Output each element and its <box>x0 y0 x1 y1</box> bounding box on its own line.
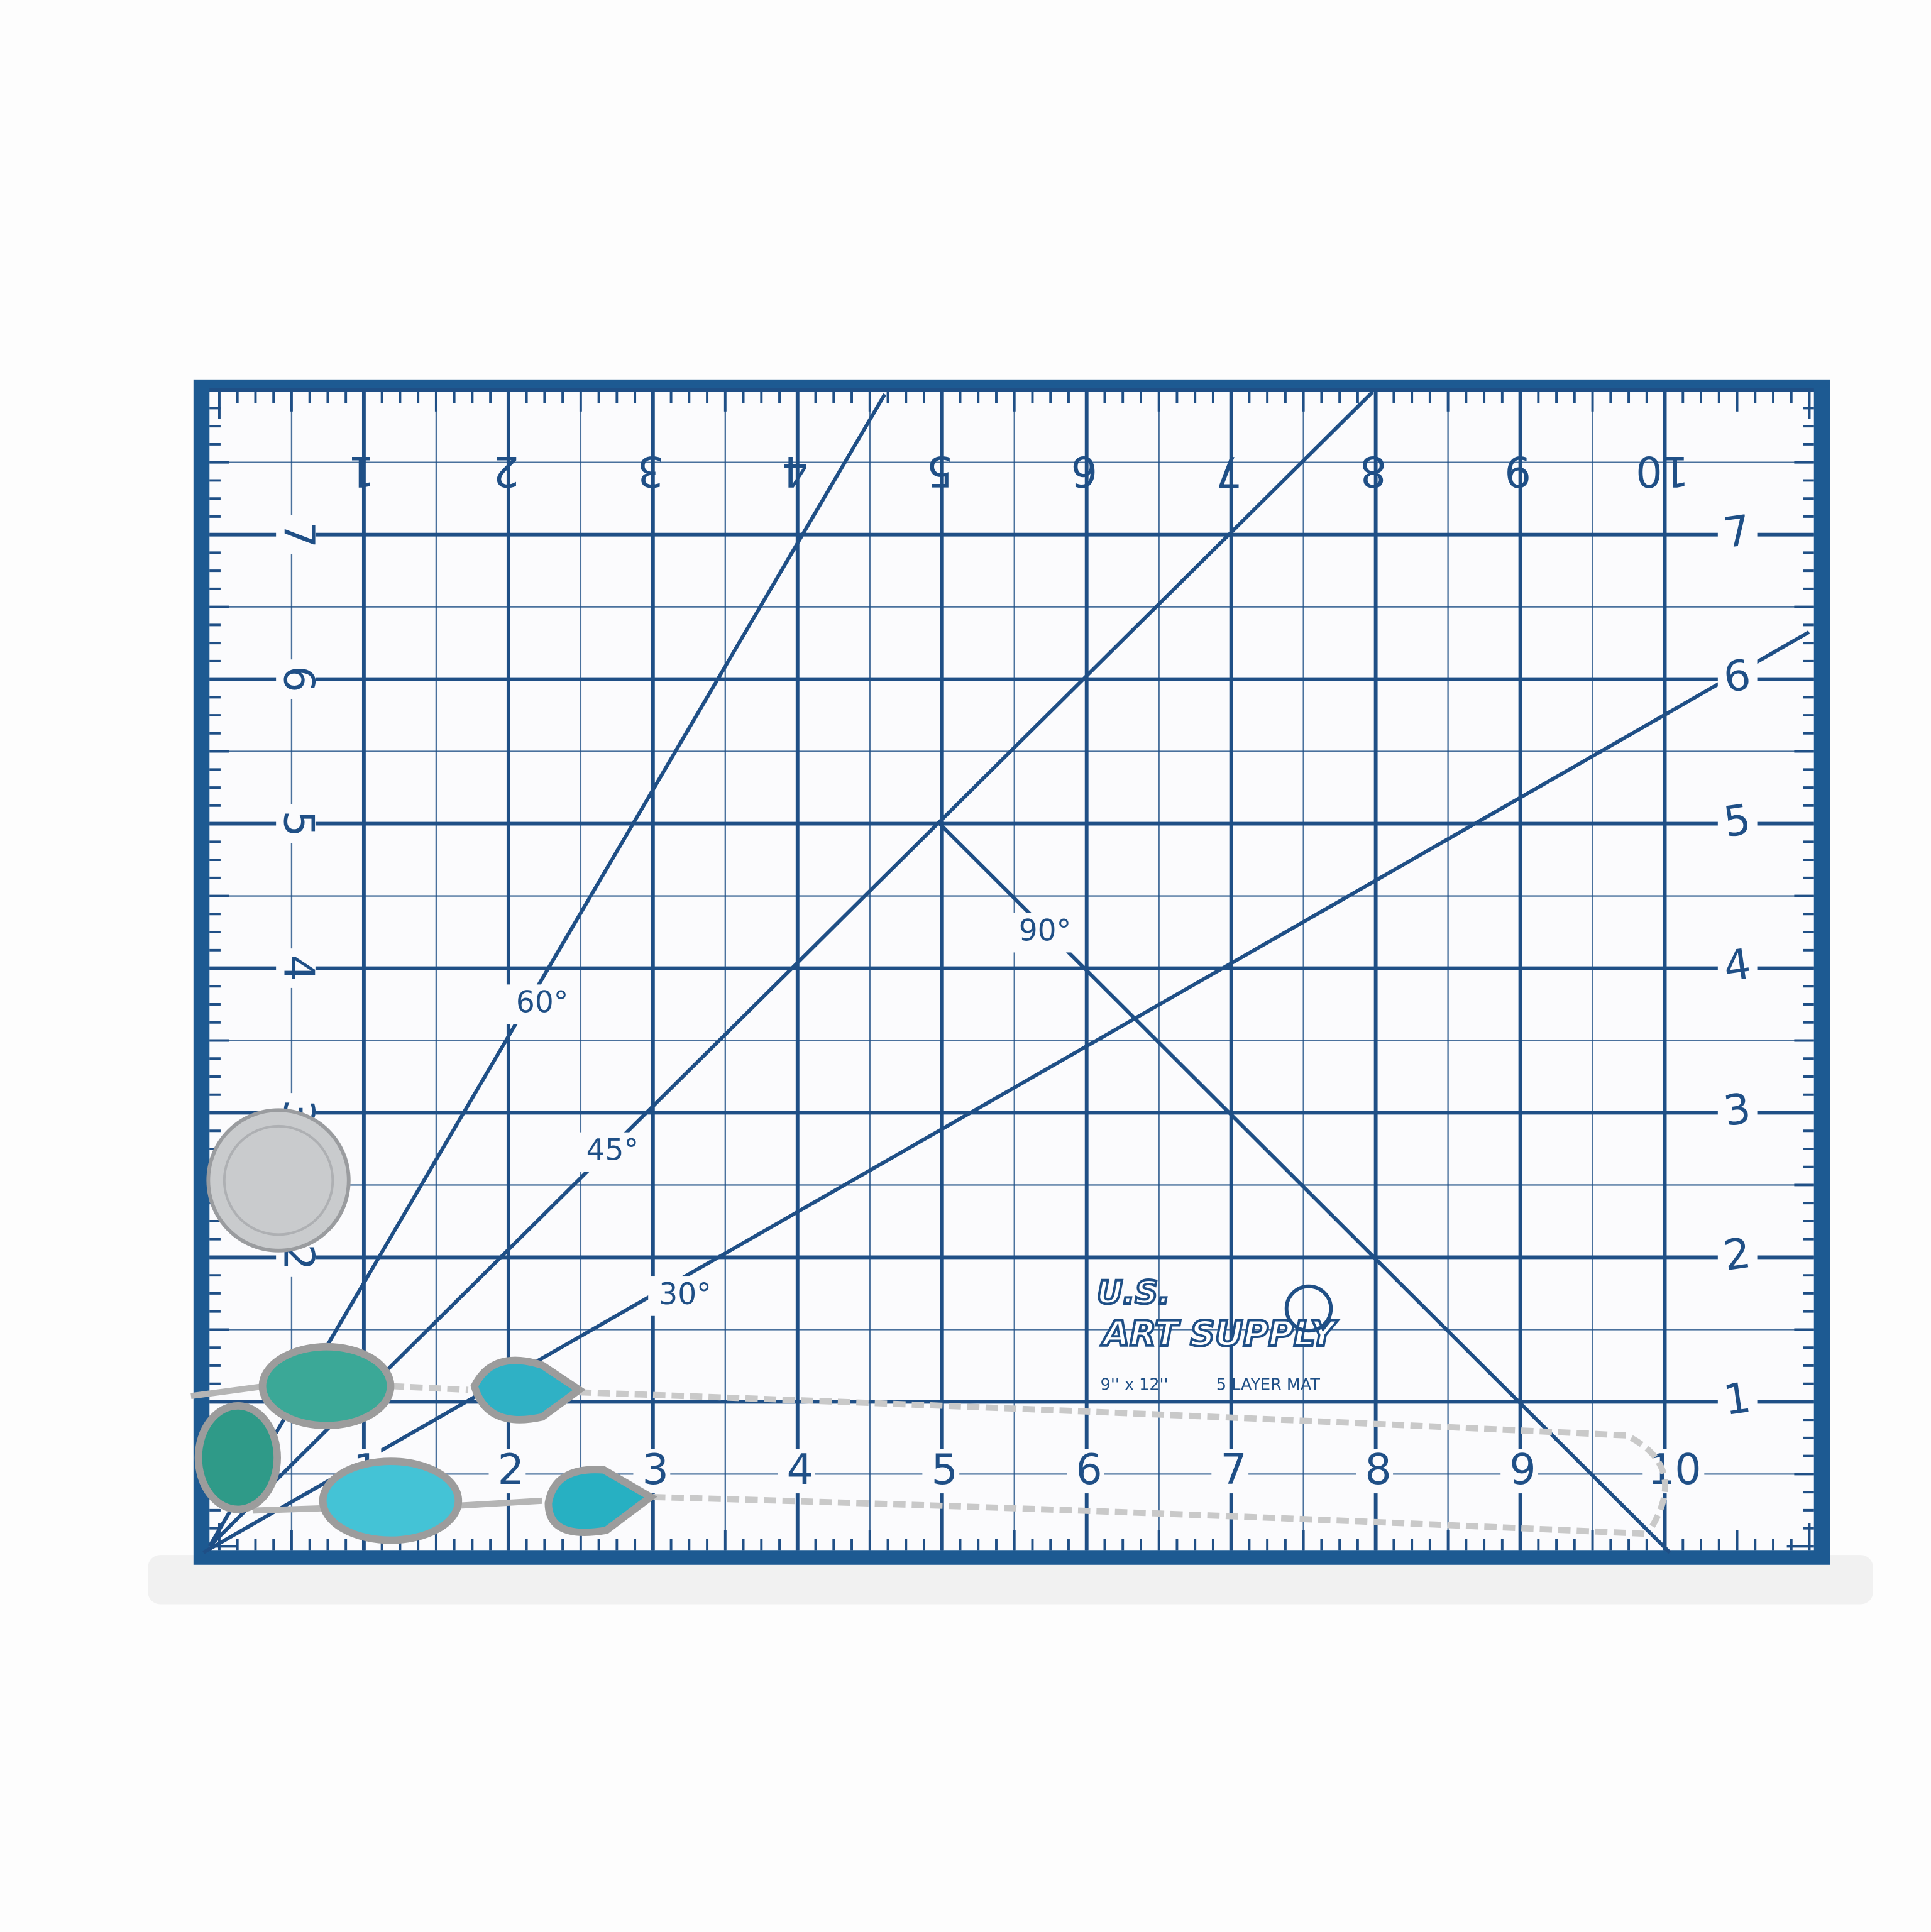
right-number: 7 <box>1720 505 1754 557</box>
bottom-number: 9 <box>1509 1445 1536 1494</box>
right-number: 6 <box>1720 650 1754 702</box>
label-bg <box>648 1276 722 1316</box>
bottom-number: 5 <box>931 1445 957 1494</box>
left-number: 5 <box>274 810 323 837</box>
mat-edge <box>148 1555 1873 1605</box>
label-bg <box>1717 512 1758 557</box>
label-bg <box>1067 1449 1104 1494</box>
label-bg <box>1717 1380 1758 1424</box>
left-number: 6 <box>274 666 323 692</box>
bottom-number: 3 <box>642 1445 669 1494</box>
links <box>190 1383 542 1514</box>
label-bg <box>633 1449 671 1494</box>
angle-label: 30° <box>659 1277 711 1312</box>
label-bg <box>922 1449 960 1494</box>
bottom-number: 7 <box>1220 1445 1246 1494</box>
stone <box>544 1466 657 1536</box>
top-number: 9 <box>1504 447 1531 496</box>
ruler-labels: 60° 45° 30° 90° 1 2 3 4 5 6 7 8 9 10 1 2 3 4 5 6 7 8 9 10 7 6 5 4 3 2… <box>274 447 1758 1494</box>
necklace <box>190 1342 1668 1544</box>
label-bg <box>276 659 316 699</box>
label-bg <box>276 804 316 843</box>
right-number: 3 <box>1720 1084 1754 1136</box>
mat-surface <box>209 392 1814 1551</box>
label-bg <box>1717 1090 1758 1135</box>
label-bg <box>505 984 580 1024</box>
logo-line2: ART SUPPLY <box>1101 1314 1339 1354</box>
logo: U.S. ART SUPPLY <box>1096 1273 1340 1355</box>
top-number: 10 <box>1636 447 1689 496</box>
coin-rim <box>223 1124 334 1236</box>
angle-label: 90° <box>1019 914 1071 948</box>
right-number: 5 <box>1720 794 1754 847</box>
coin-body <box>206 1108 351 1253</box>
top-number: 3 <box>637 447 664 496</box>
right-number: 2 <box>1720 1228 1754 1280</box>
top-number: 5 <box>927 447 953 496</box>
bottom-number: 4 <box>787 1445 813 1494</box>
label-bg <box>1008 913 1082 953</box>
top-number: 1 <box>348 447 375 496</box>
label-bg <box>1717 946 1758 991</box>
logo-palette <box>1284 1284 1333 1333</box>
right-number: 4 <box>1720 939 1754 991</box>
label-bg <box>1356 1449 1394 1494</box>
logo-line1: U.S. <box>1097 1275 1170 1312</box>
label-bg <box>276 948 316 988</box>
label-bg <box>276 515 316 555</box>
left-number: 7 <box>274 521 323 547</box>
bottom-number: 10 <box>1648 1445 1702 1494</box>
coin <box>206 1108 351 1253</box>
label-bg <box>1211 1449 1249 1494</box>
bottom-number: 8 <box>1365 1445 1391 1494</box>
label-bg <box>778 1449 815 1494</box>
label-bg <box>1717 657 1758 701</box>
mat-size: 9'' x 12'' <box>1101 1375 1169 1394</box>
label-bg <box>1717 1235 1758 1280</box>
stone <box>319 1457 463 1544</box>
stone <box>194 1402 281 1513</box>
label-bg <box>1500 1449 1538 1494</box>
label-bg <box>1717 801 1758 846</box>
top-number: 6 <box>1071 447 1098 496</box>
angle-label: 60° <box>516 985 568 1019</box>
bottom-number: 2 <box>498 1445 524 1494</box>
label-bg <box>488 1449 526 1494</box>
bottom-number: 6 <box>1076 1445 1102 1494</box>
top-number: 7 <box>1216 447 1242 496</box>
angle-label: 45° <box>586 1133 639 1168</box>
left-number: 4 <box>274 955 323 981</box>
chain <box>392 1383 1668 1537</box>
top-number: 4 <box>782 447 808 496</box>
stone <box>258 1342 395 1430</box>
mat-product: 5 LAYER MAT <box>1216 1375 1320 1394</box>
top-number: 8 <box>1360 447 1387 496</box>
top-number: 2 <box>493 447 519 496</box>
right-number: 1 <box>1720 1373 1754 1425</box>
angle-line <box>208 390 1374 1548</box>
label-bg <box>575 1132 650 1172</box>
stone <box>470 1356 586 1424</box>
angle-line <box>202 630 1810 1554</box>
